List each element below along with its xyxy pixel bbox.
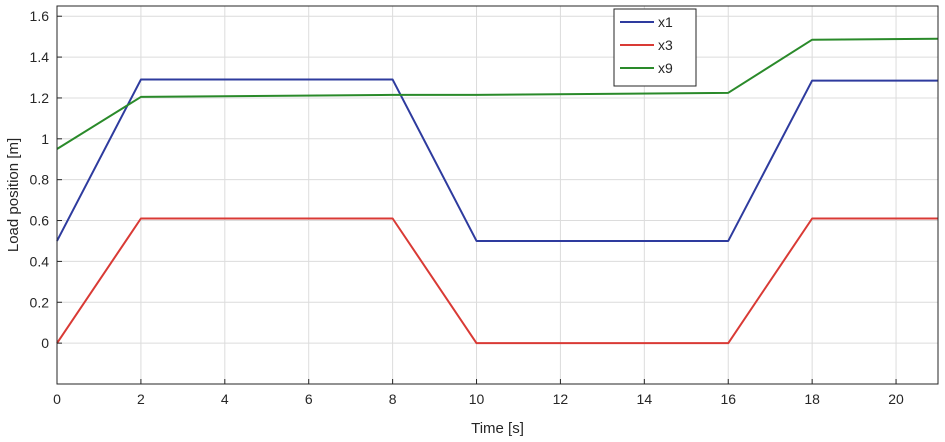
- legend-label-x9: x9: [658, 60, 673, 76]
- x-tick-label: 20: [888, 391, 904, 407]
- y-tick-label: 0.2: [30, 294, 50, 310]
- legend-label-x3: x3: [658, 37, 673, 53]
- x-tick-label: 10: [469, 391, 485, 407]
- y-tick-label: 0.6: [30, 213, 50, 229]
- x-tick-label: 16: [720, 391, 736, 407]
- x-tick-label: 8: [389, 391, 397, 407]
- grid: [56, 6, 938, 384]
- legend: x1 x3 x9: [613, 8, 697, 87]
- y-tick-label: 0: [41, 335, 49, 351]
- y-tick-label: 1.6: [30, 8, 50, 24]
- y-tick-label: 0.8: [30, 172, 50, 188]
- x-tick-label: 12: [553, 391, 569, 407]
- series-lines: [56, 37, 939, 345]
- legend-label-x1: x1: [658, 14, 673, 30]
- x-tick-label: 18: [804, 391, 820, 407]
- y-tick-label: 1: [41, 131, 49, 147]
- x-tick-label: 0: [53, 391, 61, 407]
- series-line-x1: [56, 78, 938, 242]
- y-axis-ticks: 0 0.2 0.4 0.6 0.8 1 1.2 1.4 1.6: [30, 8, 62, 351]
- plot-area-frame: [56, 5, 939, 385]
- y-tick-label: 1.2: [30, 90, 50, 106]
- y-axis-title: Load position [m]: [5, 138, 22, 252]
- x-tick-label: 14: [637, 391, 653, 407]
- y-tick-label: 1.4: [30, 49, 50, 65]
- x-tick-label: 4: [221, 391, 229, 407]
- x-tick-label: 6: [305, 391, 313, 407]
- x-axis-ticks: 0 2 4 6 8 10 12 14 16 18 20: [53, 379, 904, 407]
- series-line-x3: [56, 217, 938, 345]
- legend-box: [613, 8, 697, 87]
- x-tick-label: 2: [137, 391, 145, 407]
- series-line-x9: [56, 37, 939, 150]
- x-axis-title: Time [s]: [471, 420, 524, 437]
- y-tick-label: 0.4: [30, 253, 50, 269]
